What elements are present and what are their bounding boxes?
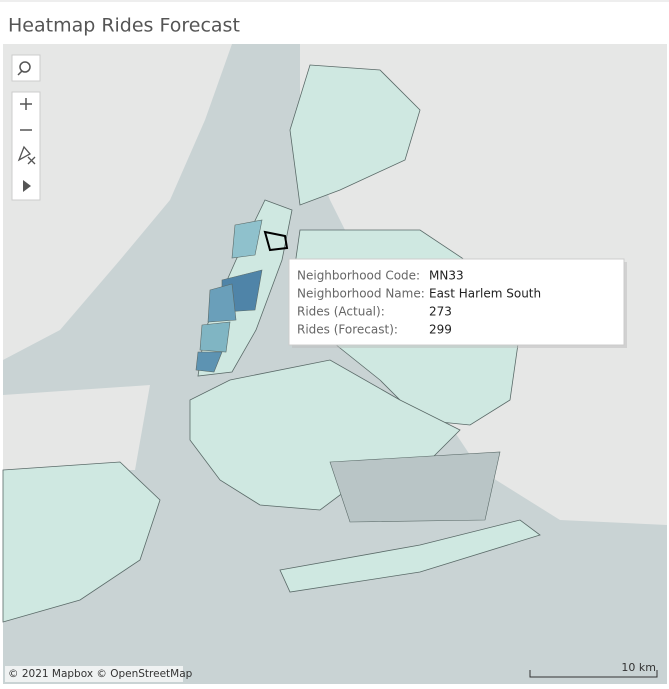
tooltip-value: 299 <box>429 323 452 337</box>
pan-button[interactable] <box>23 180 31 192</box>
district <box>207 283 237 323</box>
bronx <box>289 64 421 206</box>
attribution-bg <box>5 666 183 682</box>
tooltip-value: East Harlem South <box>429 287 541 301</box>
search-icon <box>17 70 23 76</box>
zoom-controls <box>11 91 41 201</box>
rockaway <box>279 519 541 593</box>
search-button[interactable] <box>11 54 41 82</box>
scale-label: 10 km <box>621 661 656 674</box>
land <box>3 44 232 360</box>
selected-district[interactable] <box>263 230 289 252</box>
tooltip-label: Neighborhood Code: <box>297 269 420 283</box>
staten-island <box>2 461 161 623</box>
land <box>3 385 150 470</box>
map-toolbar <box>11 54 41 201</box>
tooltip: Neighborhood Code: MN33 Neighborhood Nam… <box>288 258 627 348</box>
district <box>195 351 223 373</box>
title: Heatmap Rides Forecast <box>8 15 240 37</box>
district <box>231 219 263 259</box>
search-icon <box>19 61 31 73</box>
district <box>199 321 231 353</box>
scale-bar <box>529 670 658 678</box>
tooltip-label: Rides (Forecast): <box>297 323 398 337</box>
tooltip-label: Rides (Actual): <box>297 305 385 319</box>
tooltip-value: 273 <box>429 305 452 319</box>
attribution[interactable]: © 2021 Mapbox © OpenStreetMap <box>8 668 193 680</box>
jamaica-bay <box>329 451 501 523</box>
map[interactable] <box>2 44 667 684</box>
tooltip-label: Neighborhood Name: <box>297 287 425 301</box>
zoom-in-button[interactable] <box>20 98 32 110</box>
tooltip-box <box>288 258 625 346</box>
tooltip-value: MN33 <box>429 269 464 283</box>
clear-selection-button[interactable] <box>17 145 36 165</box>
